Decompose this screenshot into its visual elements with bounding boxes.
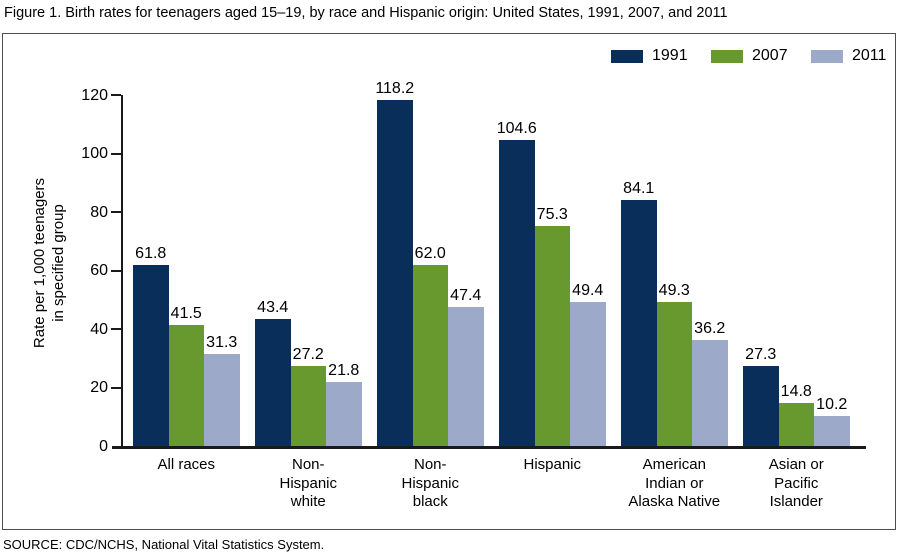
- legend-swatch-2007: [711, 49, 743, 63]
- y-axis-title-line1: Rate per 1,000 teenagers: [31, 177, 48, 349]
- figure-title: Figure 1. Birth rates for teenagers aged…: [4, 5, 728, 21]
- y-axis-line: [121, 95, 123, 446]
- legend-item-2007: 2007: [711, 46, 811, 66]
- legend-label-2011: 2011: [852, 47, 887, 64]
- legend-swatch-1991: [611, 49, 643, 63]
- x-axis-line: [112, 446, 866, 449]
- legend-item-2011: 2011: [811, 46, 900, 66]
- legend-swatch-2011: [811, 49, 843, 63]
- legend-label-1991: 1991: [652, 47, 688, 64]
- legend: 1991 2007 2011: [611, 46, 900, 66]
- legend-item-1991: 1991: [611, 46, 711, 66]
- legend-label-2007: 2007: [752, 47, 788, 64]
- chart-frame: [2, 33, 896, 530]
- y-axis-title: Rate per 1,000 teenagers in specified gr…: [30, 163, 68, 363]
- source-note: SOURCE: CDC/NCHS, National Vital Statist…: [3, 537, 325, 552]
- y-axis-title-line2: in specified group: [50, 204, 67, 322]
